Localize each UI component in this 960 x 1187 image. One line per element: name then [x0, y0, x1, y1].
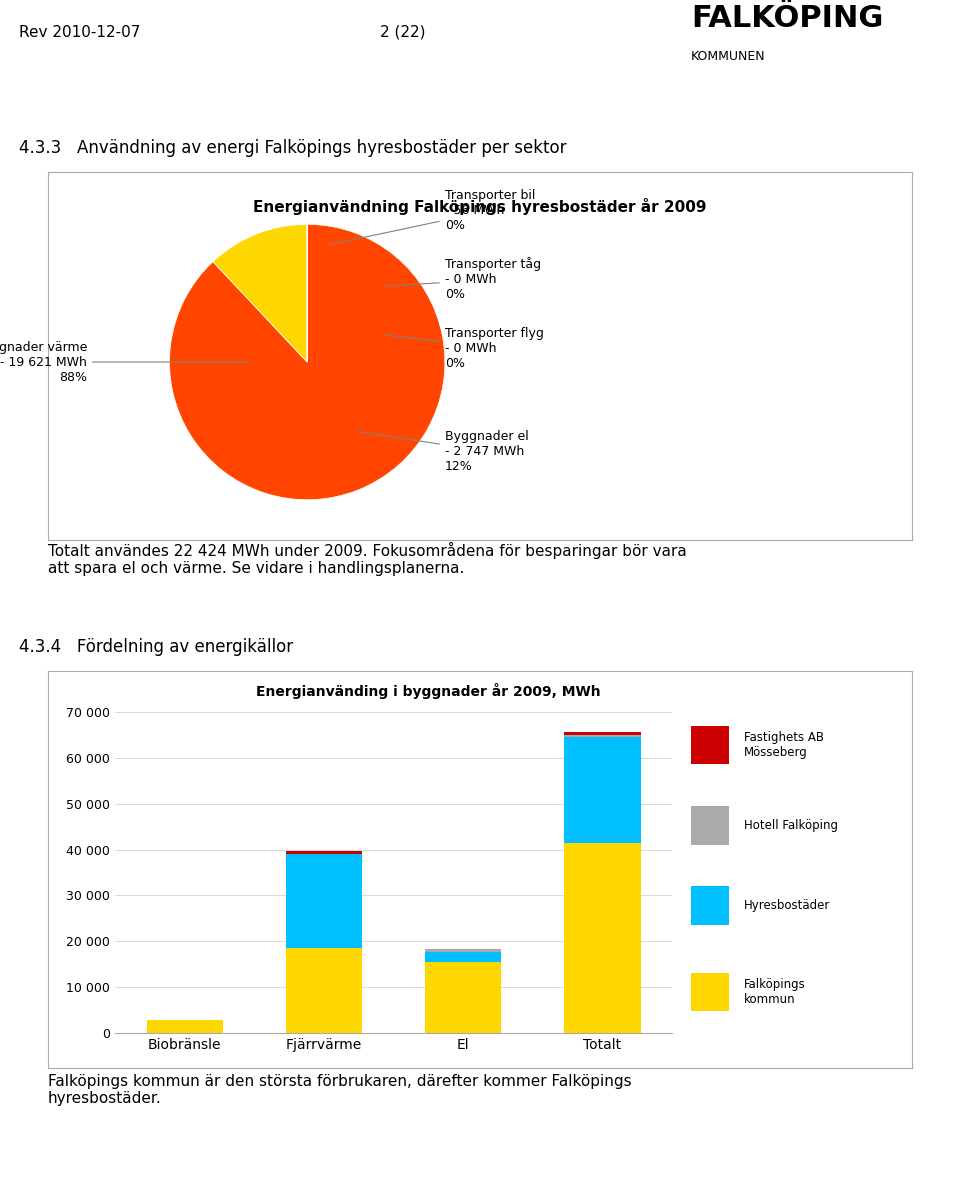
Text: Rev 2010-12-07: Rev 2010-12-07	[19, 25, 140, 40]
FancyBboxPatch shape	[691, 806, 730, 845]
Text: Hyresbostäder: Hyresbostäder	[744, 899, 830, 912]
Bar	[147, 1020, 223, 1033]
Text: 2 (22): 2 (22)	[380, 25, 426, 40]
Text: Byggnader värme
- 19 621 MWh
88%: Byggnader värme - 19 621 MWh 88%	[0, 341, 250, 383]
FancyBboxPatch shape	[691, 887, 730, 925]
Text: FALKÖPING: FALKÖPING	[691, 5, 883, 33]
Text: Hotell Falköping: Hotell Falköping	[744, 819, 838, 832]
Text: Transporter bil
- 56 MWh
0%: Transporter bil - 56 MWh 0%	[330, 189, 536, 245]
Text: Transporter tåg
- 0 MWh
0%: Transporter tåg - 0 MWh 0%	[386, 258, 541, 301]
Text: Falköpings kommun är den största förbrukaren, därefter kommer Falköpings
hyresbo: Falköpings kommun är den största förbruk…	[48, 1074, 632, 1106]
Text: 4.3.3   Användning av energi Falköpings hyresbostäder per sektor: 4.3.3 Användning av energi Falköpings hy…	[19, 139, 566, 158]
Bar	[286, 948, 362, 1033]
Text: Totalt användes 22 424 MWh under 2009. Fokusområdena för besparingar bör vara
at: Totalt användes 22 424 MWh under 2009. F…	[48, 541, 686, 576]
Text: Energianvänding i byggnader år 2009, MWh: Energianvänding i byggnader år 2009, MWh	[256, 683, 600, 699]
Text: Transporter flyg
- 0 MWh
0%: Transporter flyg - 0 MWh 0%	[386, 326, 543, 370]
Bar	[425, 950, 501, 952]
Wedge shape	[213, 224, 307, 362]
Text: Byggnader el
- 2 747 MWh
12%: Byggnader el - 2 747 MWh 12%	[358, 430, 529, 474]
Text: Energianvändning Falköpings hyresbostäder år 2009: Energianvändning Falköpings hyresbostäde…	[253, 198, 707, 215]
Bar	[286, 855, 362, 948]
Wedge shape	[170, 224, 444, 500]
Bar	[564, 737, 640, 843]
FancyBboxPatch shape	[691, 726, 730, 764]
Text: 4.3.4   Fördelning av energikällor: 4.3.4 Fördelning av energikällor	[19, 637, 294, 656]
FancyBboxPatch shape	[691, 973, 730, 1011]
Bar	[564, 732, 640, 735]
Text: KOMMUNEN: KOMMUNEN	[691, 50, 766, 63]
Bar	[425, 961, 501, 1033]
Bar	[564, 843, 640, 1033]
Bar	[564, 735, 640, 737]
Bar	[286, 851, 362, 855]
Text: Falköpings
kommun: Falköpings kommun	[744, 978, 805, 1005]
Text: Fastighets AB
Mösseberg: Fastighets AB Mösseberg	[744, 731, 824, 760]
Bar	[425, 952, 501, 961]
